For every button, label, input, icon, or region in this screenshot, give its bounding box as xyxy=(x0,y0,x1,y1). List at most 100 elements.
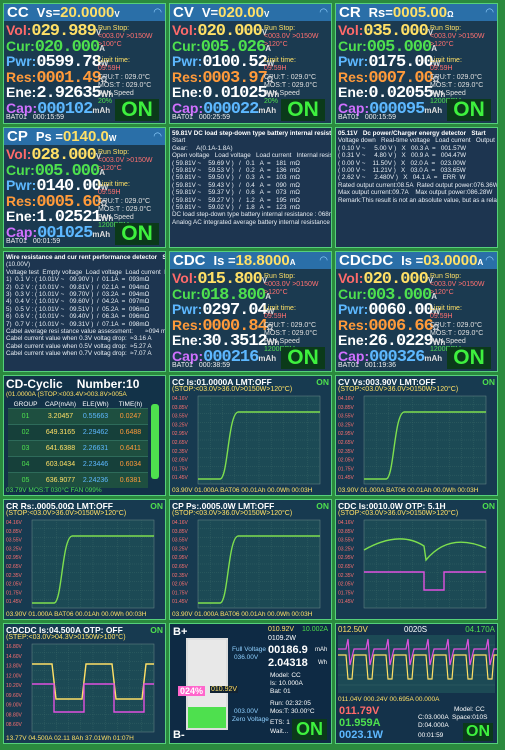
ene-row: Ene:30.3512Wh xyxy=(172,332,279,351)
chart-cr-panel: CR Rs:.0005.00Ω LMT:OFF ON (STOP:<03.0V>36… xyxy=(3,499,166,620)
charger-on-button[interactable]: ON xyxy=(292,719,327,740)
output-on-button[interactable]: ON xyxy=(447,347,491,369)
column-header: ELE(Wh) xyxy=(82,401,109,408)
y-tick-label: 01.75V xyxy=(172,590,189,596)
output-on-button[interactable]: ON xyxy=(447,99,491,121)
pwr-label: Pwr: xyxy=(338,53,369,69)
pwr-unit: W xyxy=(432,59,441,68)
mode-label: CR xyxy=(339,4,361,21)
ene-value: 0.02055 xyxy=(368,84,433,103)
wifi-icon: ◠ xyxy=(319,7,328,18)
panel-text: Voltage test Empty voltage Load voltage … xyxy=(6,268,165,276)
charger-panel: B+ B- 024% 010.92V Full Voltage 036.00V 003.00… xyxy=(169,623,332,744)
result-row: ( 0.10 V ~ 5.00 V ) X 00.3 A = 001.57W xyxy=(338,144,467,152)
battery-level xyxy=(188,706,226,728)
chart-on-indicator[interactable]: ON xyxy=(482,377,495,387)
result-row: ( 59.81V ~ 59.53 V ) / 0.2 A = 136 mΩ xyxy=(172,167,300,175)
ene-label: Ene: xyxy=(6,208,37,224)
panel-text[interactable]: Start xyxy=(172,137,186,145)
cap-value: 000216 xyxy=(203,347,259,367)
res-unit: Ω xyxy=(100,198,108,208)
temp-text: CPU:T : 029.0°C xyxy=(98,74,151,81)
chart-on-indicator[interactable]: ON xyxy=(150,625,163,635)
table-cell: 649.3165 xyxy=(45,429,76,436)
cur-label: Cur: xyxy=(6,161,35,178)
vol-label: Vol: xyxy=(6,22,32,38)
battery-number: Bat: 01 xyxy=(270,688,291,695)
setpoint-unit: V xyxy=(114,10,120,19)
limit-text: Limit time: xyxy=(98,181,130,188)
battery-timer: BAT01 000:25:59 xyxy=(172,114,230,121)
y-tick-label: 08.80V xyxy=(6,712,23,718)
cur-label: Cur: xyxy=(338,37,367,54)
result-row: ( 59.81V ~ 59.43 V ) / 0.4 A = 090 mΩ xyxy=(172,181,300,189)
chart-on-indicator[interactable]: ON xyxy=(150,501,163,511)
scrollbar[interactable] xyxy=(151,404,159,479)
pwr-row: Pwr:0599.78W xyxy=(6,53,108,72)
table-cell: 0.6034 xyxy=(119,461,142,468)
cur-label: Cur: xyxy=(338,285,367,302)
y-tick-label: 04.16V xyxy=(6,520,23,526)
scope-current: 01.959A xyxy=(339,717,381,729)
y-tick-label: 03.55V xyxy=(338,538,355,544)
temp-text: CPU:T : 029.0°C xyxy=(430,74,483,81)
res-row: Res:0005.60Ω xyxy=(6,193,108,212)
pwr-label: Pwr: xyxy=(172,53,203,69)
vol-label: Vol: xyxy=(338,270,364,286)
wait-text: Wait... xyxy=(270,728,289,735)
elapsed-time: 001:19:36 xyxy=(364,362,397,369)
table-cell: 05 xyxy=(21,477,30,484)
pwr-label: Pwr: xyxy=(6,53,37,69)
cv-panel: CV V=020.00V ◠ Vol:020.000V Cur:005.026A Pwr:… xyxy=(169,3,332,124)
mode-header: CDCDC Is =03.0000A xyxy=(336,252,497,269)
res-label: Res: xyxy=(338,68,369,85)
res-unit: Ω xyxy=(266,322,274,332)
setpoint-value: 20.0000 xyxy=(60,4,115,21)
chart-on-indicator[interactable]: ON xyxy=(316,501,329,511)
chart-on-indicator[interactable]: ON xyxy=(482,501,495,511)
limit-settings: Limit time: 09:59H xyxy=(264,57,296,73)
mode-label: CP xyxy=(7,128,28,145)
chart-header: CR Rs:.0005.00Ω LMT:OFF ON xyxy=(6,501,163,511)
output-on-button[interactable]: ON xyxy=(281,347,325,369)
output-on-button[interactable]: ON xyxy=(115,99,159,121)
temp-text: FAN Speed xyxy=(430,338,466,345)
battery-percent: 024% xyxy=(178,686,206,696)
chart-area: 16.80V 14.60V 13.80V 12.00V 10.20V 09.60V 09.0… xyxy=(6,643,155,733)
cur-unit: A xyxy=(431,43,437,53)
cap-unit: mAh xyxy=(258,105,277,115)
voltage-trace xyxy=(32,663,154,700)
chart-area: 04.16V 03.85V 03.55V 03.25V 02.95V 02.65V 02.3… xyxy=(172,519,321,609)
output-on-button[interactable]: ON xyxy=(281,99,325,121)
cur-row: Cur:005.000A xyxy=(6,161,105,181)
setpoint-unit: A xyxy=(289,258,296,267)
result-row: 3) 0.3 V : ( 10.01V ~ 09.70V ) / 03.2A =… xyxy=(6,291,150,299)
cur-row: Cur:005.000A xyxy=(338,37,437,57)
cur-value: 005.026 xyxy=(200,37,266,57)
scope-on-button[interactable]: ON xyxy=(463,723,493,741)
cur-unit: A xyxy=(265,291,271,301)
limit-settings: Limit time: 09:59H xyxy=(264,305,296,321)
output-on-button[interactable]: ON xyxy=(115,223,159,245)
panel-title: 05.11V Dc power/Charger energy detector … xyxy=(338,130,486,137)
wifi-icon: ◠ xyxy=(153,7,162,18)
ene-value: 26.0229 xyxy=(368,332,433,351)
y-tick-label: 10.20V xyxy=(6,683,23,689)
scope-voltage: 011.79V xyxy=(339,705,380,717)
y-tick-label: 03.85V xyxy=(172,405,189,411)
chart-stop: (STOP:<03.0V>36.0V>0150W>120°C) xyxy=(338,510,459,517)
chart-on-indicator[interactable]: ON xyxy=(316,377,329,387)
ene-label: Ene: xyxy=(338,84,369,100)
stop-settings: Run Stop: <003.0V >0150W >120°C xyxy=(430,273,485,297)
setpoint-value: 020.00 xyxy=(218,4,264,21)
y-tick-label: 09.00V xyxy=(6,703,23,709)
pwr-unit: W xyxy=(266,59,275,68)
temp-text: FAN Speed xyxy=(264,90,300,97)
temp-text: MOS:T : 029.0°C xyxy=(430,82,484,89)
vol-unit: V xyxy=(261,28,268,37)
battery-timer: BAT01 000:15:59 xyxy=(6,114,64,121)
voltage-trace xyxy=(364,411,486,480)
battery-id: BAT01 xyxy=(172,362,193,369)
y-tick-label: 03.55V xyxy=(6,538,23,544)
battery-id: BAT01 xyxy=(6,238,27,245)
